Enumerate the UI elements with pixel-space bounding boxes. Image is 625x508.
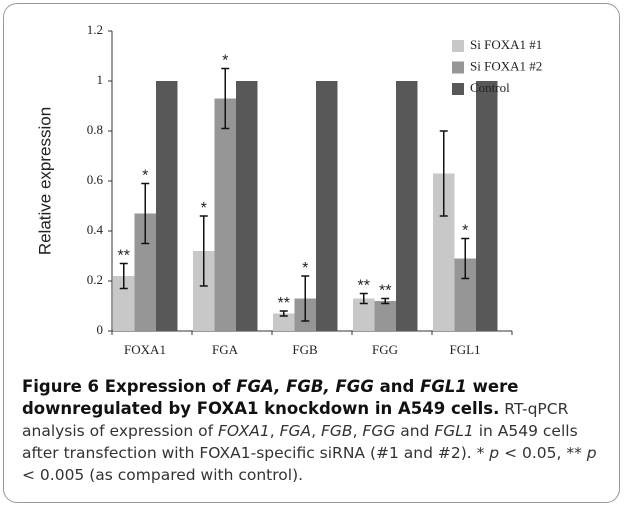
- caption-text: and: [373, 377, 421, 396]
- caption: Figure 6 Expression of FGA, FGB, FGG and…: [22, 376, 607, 486]
- significance-label: *: [462, 223, 468, 240]
- bar: [396, 81, 418, 331]
- caption-text: < 0.005 (as compared with control).: [22, 466, 304, 484]
- bar: [273, 313, 295, 331]
- caption-text: ,: [311, 422, 321, 440]
- y-tick-label: 0.8: [87, 122, 103, 137]
- error-bar: [221, 67, 230, 130]
- significance-label: **: [379, 283, 391, 300]
- caption-text: were downregulated by FOXA1 knockdown in…: [22, 377, 519, 418]
- significance-label: *: [302, 260, 308, 277]
- bar: [454, 258, 476, 331]
- caption-text: ,: [269, 422, 280, 440]
- bar: [353, 298, 375, 331]
- error-bar: [199, 215, 208, 287]
- x-tick-label: FGB: [292, 342, 318, 357]
- caption-text: p: [489, 444, 500, 462]
- significance-label: *: [142, 168, 148, 185]
- x-tick-label: FGG: [372, 342, 398, 357]
- caption-text: p: [586, 444, 597, 462]
- legend-label: Si FOXA1 #2: [470, 58, 542, 73]
- y-tick-label: 1.2: [87, 22, 103, 37]
- bar: [236, 81, 258, 331]
- caption-text: FGG: [362, 422, 396, 440]
- caption-text: in A549 cells after transfection with FO…: [22, 422, 578, 462]
- chart: 0 0.2 0.4 0.6 0.8 1 1.2 Relative expression FOXA…: [35, 22, 542, 357]
- legend-swatch: [452, 61, 464, 74]
- caption-text: Figure 6 Expression of: [22, 377, 237, 396]
- caption-text: FOXA1: [217, 422, 270, 440]
- caption-text: and: [395, 422, 435, 440]
- figure-frame: [3, 3, 620, 503]
- caption-text: FGL1: [420, 377, 467, 396]
- bar: [193, 251, 215, 331]
- significance-label: **: [278, 295, 290, 312]
- bar: [113, 276, 135, 331]
- y-tick-label: 0.2: [87, 272, 103, 287]
- bar: [433, 173, 455, 331]
- caption-text: FGB: [321, 422, 353, 440]
- bar: [316, 81, 338, 331]
- caption-body: RT-qPCR analysis of expression of FOXA1,…: [22, 400, 597, 484]
- bar: [156, 81, 178, 331]
- error-bar: [381, 297, 390, 305]
- significance-label: **: [358, 278, 370, 295]
- error-bar: [119, 262, 128, 290]
- x-tick-label: FGL1: [449, 342, 480, 357]
- error-bar: [279, 310, 288, 317]
- significance-label: **: [118, 248, 130, 265]
- y-tick-label: 0: [97, 322, 104, 337]
- bar: [374, 301, 396, 331]
- error-bar: [439, 130, 448, 217]
- error-bar: [461, 237, 470, 280]
- error-bar: [359, 292, 368, 305]
- significance-label: *: [222, 53, 228, 70]
- legend-label: Control: [470, 80, 510, 95]
- caption-text: ,: [352, 422, 363, 440]
- legend-label: Si FOXA1 #1: [470, 37, 542, 52]
- caption-text: FGA: [279, 422, 312, 440]
- y-tick-label: 1: [97, 72, 104, 87]
- y-tick-label: 0.6: [87, 172, 104, 187]
- y-tick-label: 0.4: [87, 222, 104, 237]
- caption-text: FGA, FGB, FGG: [236, 377, 374, 396]
- error-bar: [141, 182, 150, 245]
- caption-title: Figure 6 Expression of FGA, FGB, FGG and…: [22, 377, 518, 418]
- significance-label: *: [201, 200, 207, 217]
- legend-swatch: [452, 40, 464, 52]
- bar: [476, 81, 498, 331]
- bar: [134, 213, 156, 331]
- legend-swatch: [452, 83, 464, 95]
- x-tick-label: FGA: [212, 342, 239, 357]
- caption-text: FGL1: [434, 422, 474, 440]
- error-bar: [301, 275, 310, 322]
- caption-text: RT-qPCR analysis of expression of: [22, 400, 569, 440]
- y-axis-label: Relative expression: [35, 107, 54, 255]
- x-tick-label: FOXA1: [124, 342, 166, 357]
- caption-text: < 0.05, **: [499, 444, 587, 462]
- bar: [214, 98, 236, 331]
